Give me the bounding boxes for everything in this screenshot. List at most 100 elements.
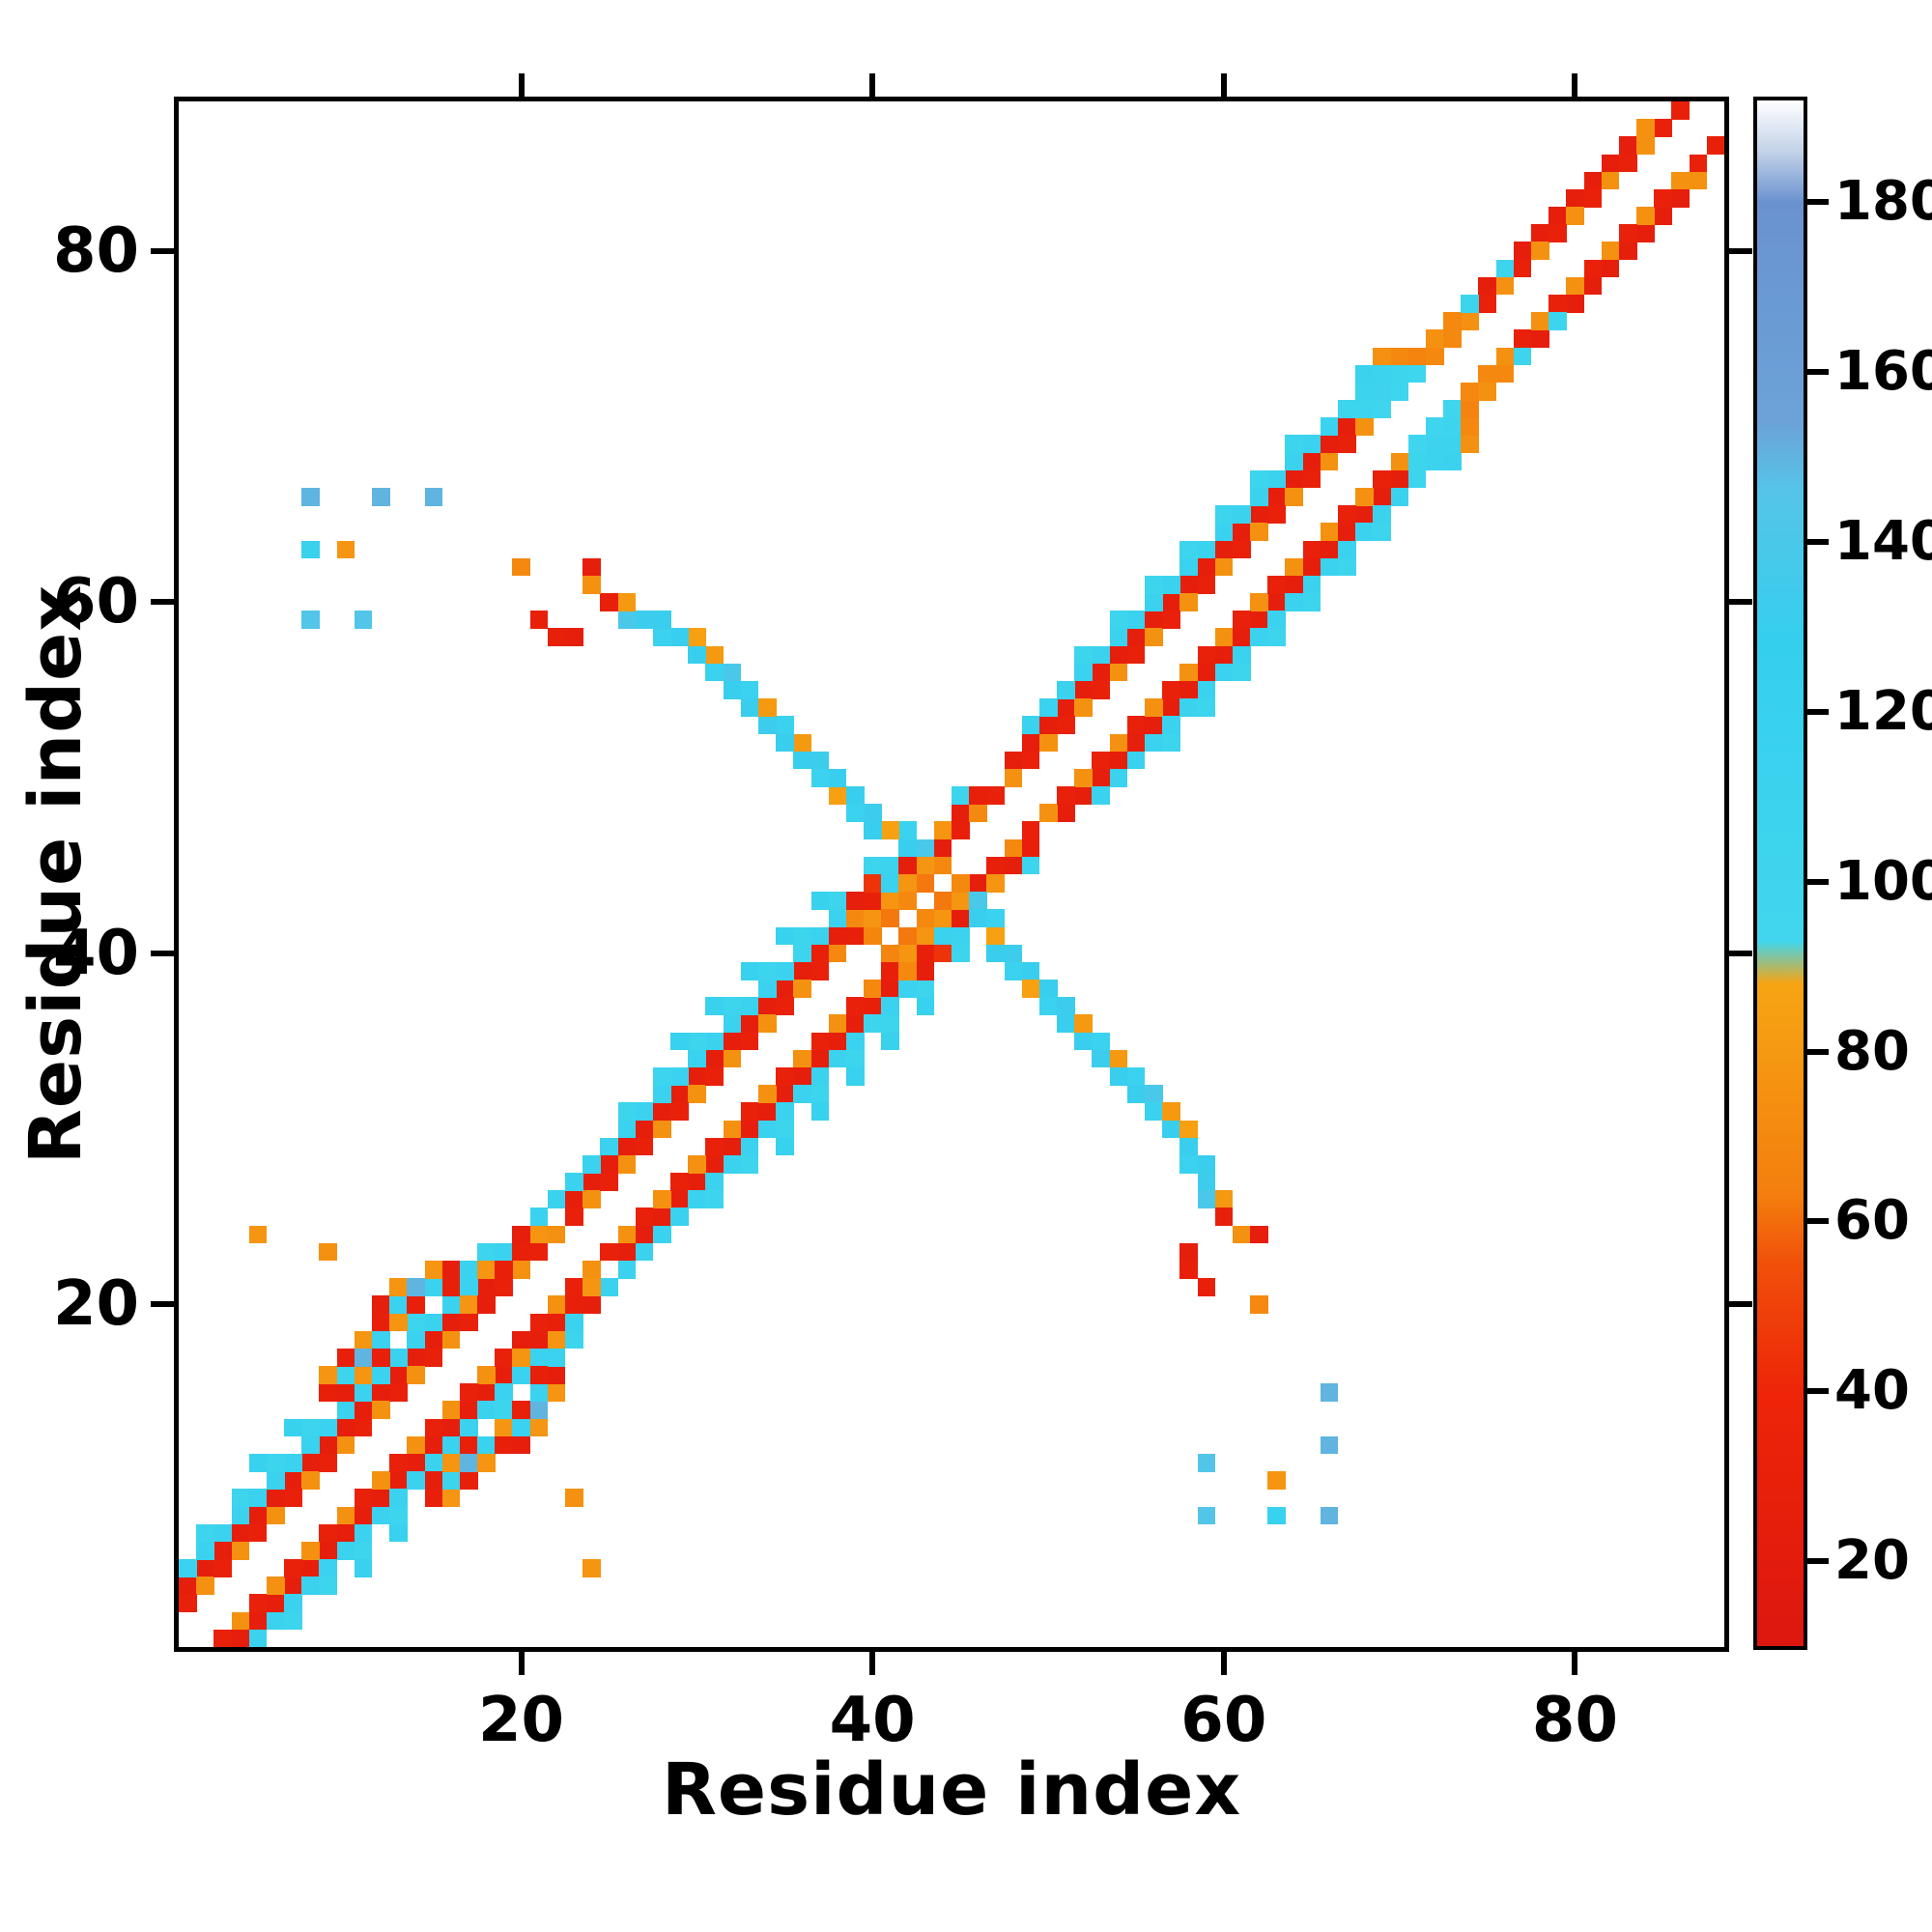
contact-cell xyxy=(1197,575,1216,594)
contact-cell xyxy=(179,1559,197,1577)
contact-cell xyxy=(793,751,812,770)
contact-cell xyxy=(512,557,531,577)
contact-cell xyxy=(1601,171,1620,190)
contact-cell xyxy=(354,1330,373,1350)
contact-cell xyxy=(828,786,847,805)
contact-cell xyxy=(1320,540,1339,559)
contact-cell xyxy=(1302,452,1321,471)
contact-cell xyxy=(1531,312,1549,330)
contact-cell xyxy=(1267,628,1286,647)
contact-cell xyxy=(793,1049,812,1068)
contact-cell xyxy=(354,1541,373,1560)
contact-cell xyxy=(441,1313,461,1332)
contact-cell xyxy=(1320,1383,1339,1402)
contact-cell xyxy=(1232,523,1251,542)
contact-cell xyxy=(916,909,935,928)
contact-cell xyxy=(986,874,1006,893)
contact-cell xyxy=(1145,593,1163,611)
contact-cell xyxy=(1390,452,1409,471)
contact-cell xyxy=(705,663,724,682)
contact-cell xyxy=(1126,645,1146,665)
contact-cell xyxy=(810,751,830,770)
contact-cell xyxy=(670,1173,689,1191)
contact-cell xyxy=(319,1435,338,1455)
colorbar-tick-label: 180 xyxy=(1834,170,1932,234)
contact-cell xyxy=(407,1330,426,1350)
contact-cell xyxy=(1162,575,1180,594)
contact-cell xyxy=(213,1559,233,1577)
contact-cell xyxy=(705,645,724,665)
contact-cell xyxy=(1162,698,1180,717)
contact-cell xyxy=(1267,593,1286,611)
contact-cell xyxy=(952,804,970,822)
contact-cell xyxy=(864,909,882,928)
contact-cell xyxy=(1654,207,1672,225)
contact-cell xyxy=(952,892,970,910)
contact-cell xyxy=(635,1120,654,1139)
contact-cell xyxy=(1232,611,1251,629)
contact-cell xyxy=(864,821,882,840)
contact-cell xyxy=(477,1278,496,1296)
contact-cell xyxy=(1425,329,1444,349)
contact-cell xyxy=(1057,997,1075,1015)
contact-cell xyxy=(424,488,443,506)
contact-cell xyxy=(617,1154,637,1174)
contact-cell xyxy=(1092,663,1111,682)
contact-cell xyxy=(952,786,970,805)
contact-cell xyxy=(1267,611,1286,629)
y-tick-label: 80 xyxy=(52,214,139,287)
contact-cell xyxy=(1285,575,1304,594)
contact-cell xyxy=(881,1014,899,1034)
contact-cell xyxy=(1285,488,1304,506)
contact-cell xyxy=(776,961,794,980)
contact-cell xyxy=(1162,1120,1180,1139)
contact-cell xyxy=(600,1242,619,1262)
contact-cell xyxy=(635,1137,654,1156)
contact-cell xyxy=(1232,505,1251,524)
contact-cell xyxy=(354,611,373,629)
contact-cell xyxy=(776,997,794,1015)
contact-cell xyxy=(529,1208,549,1227)
contact-cell xyxy=(582,575,601,594)
contact-cell xyxy=(705,1032,724,1051)
contact-cell xyxy=(881,892,899,910)
contact-cell xyxy=(810,768,830,787)
contact-cell xyxy=(898,892,918,910)
contact-cell xyxy=(407,1313,426,1332)
axis-tick xyxy=(151,1301,174,1308)
contact-cell xyxy=(688,1173,706,1191)
contact-cell xyxy=(652,1208,671,1227)
contact-cell xyxy=(723,1014,742,1034)
contact-cell xyxy=(898,874,918,893)
contact-cell xyxy=(1004,751,1023,770)
contact-cell xyxy=(793,926,812,946)
contact-cell xyxy=(705,1067,724,1086)
contact-cell xyxy=(1179,540,1199,559)
contact-cell xyxy=(565,1489,583,1508)
contact-cell xyxy=(301,1541,320,1560)
contact-cell xyxy=(705,1173,724,1191)
contact-cell xyxy=(1162,593,1180,611)
contact-cell xyxy=(301,540,320,559)
contact-cell xyxy=(424,1261,443,1279)
contact-cell xyxy=(336,1541,355,1560)
contact-cell xyxy=(1145,628,1163,647)
contact-cell xyxy=(845,786,865,805)
contact-cell xyxy=(670,1032,689,1051)
contact-cell xyxy=(248,1594,268,1613)
contact-cell xyxy=(1092,768,1111,787)
contact-cell xyxy=(1214,505,1234,524)
contact-cell xyxy=(266,1506,285,1525)
contact-cell xyxy=(547,1348,566,1367)
contact-cell xyxy=(389,1313,408,1332)
contact-cell xyxy=(495,1242,513,1262)
contact-cell xyxy=(354,1348,373,1367)
contact-cell xyxy=(881,1032,899,1051)
contact-cell xyxy=(512,1401,531,1420)
contact-cell xyxy=(600,1278,619,1296)
contact-cell xyxy=(336,540,355,559)
contact-cell xyxy=(845,909,865,928)
contact-cell xyxy=(1038,980,1058,998)
contact-cell xyxy=(828,944,847,963)
contact-cell xyxy=(512,1330,531,1350)
